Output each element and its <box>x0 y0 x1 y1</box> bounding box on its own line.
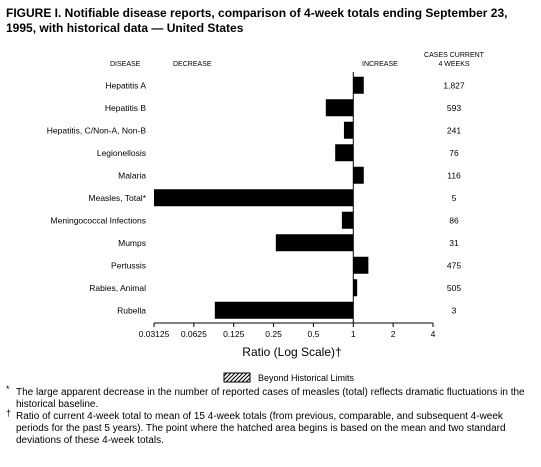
footnote-measles: * The large apparent decrease in the num… <box>6 384 536 411</box>
footnote-ratio-text: Ratio of current 4-week total to mean of… <box>16 411 506 446</box>
category-label: Pertussis <box>111 260 146 270</box>
category-label: Mumps <box>118 238 146 248</box>
decrease-header: DECREASE <box>173 61 212 68</box>
bar <box>335 144 354 162</box>
legend-label: Beyond Historical Limits <box>258 373 355 383</box>
bar <box>275 234 354 252</box>
x-axis-label: Ratio (Log Scale)† <box>242 345 341 359</box>
footnote-dagger: † <box>6 408 12 418</box>
bar <box>353 279 358 297</box>
category-label: Rubella <box>117 305 146 315</box>
figure-title: FIGURE I. Notifiable disease reports, co… <box>6 6 508 35</box>
category-label: Malaria <box>118 170 146 180</box>
x-tick-label: 0.03125 <box>139 329 170 339</box>
category-label: Hepatitis B <box>105 103 146 113</box>
cases-header-line1: CASES CURRENT <box>424 52 485 59</box>
cases-value: 76 <box>449 148 459 158</box>
category-label: Rabies, Animal <box>89 283 146 293</box>
cases-value: 116 <box>447 170 461 180</box>
legend-hatch-swatch <box>223 372 251 383</box>
footnote-asterisk: * <box>6 384 10 394</box>
bar <box>343 121 354 139</box>
footnotes: * The large apparent decrease in the num… <box>6 384 536 447</box>
increase-header: INCREASE <box>362 61 398 68</box>
bar <box>214 301 354 319</box>
cases-value: 505 <box>447 283 461 293</box>
footnote-measles-text: The large apparent decrease in the numbe… <box>16 387 525 410</box>
bar <box>341 211 354 229</box>
category-label: Legionellosis <box>97 148 146 158</box>
cases-header-line2: 4 WEEKS <box>438 61 469 68</box>
bar <box>353 76 364 94</box>
cases-value: 593 <box>447 103 461 113</box>
footnote-ratio: † Ratio of current 4-week total to mean … <box>6 408 536 447</box>
x-tick-label: 0.25 <box>265 329 282 339</box>
cases-value: 31 <box>449 238 459 248</box>
x-tick-label: 2 <box>391 329 396 339</box>
bar <box>325 99 354 117</box>
category-label: Measles, Total* <box>89 193 147 203</box>
cases-value: 1,827 <box>443 80 465 90</box>
category-label: Hepatitis A <box>105 80 146 90</box>
disease-column-header: DISEASE <box>110 61 141 68</box>
x-tick-label: 0.0625 <box>181 329 207 339</box>
bar <box>154 189 354 207</box>
cases-value: 3 <box>452 305 457 315</box>
x-tick-label: 4 <box>431 329 436 339</box>
cases-value: 86 <box>449 215 459 225</box>
bar <box>353 166 364 184</box>
category-label: Meningococcal Infections <box>51 215 146 225</box>
cases-value: 241 <box>447 125 461 135</box>
cases-value: 475 <box>447 260 461 270</box>
cases-value: 5 <box>452 193 457 203</box>
bar <box>353 256 369 274</box>
x-tick-label: 0.5 <box>308 329 320 339</box>
category-label: Hepatitis, C/Non-A, Non-B <box>47 125 147 135</box>
x-tick-label: 1 <box>351 329 356 339</box>
x-tick-label: 0.125 <box>223 329 245 339</box>
